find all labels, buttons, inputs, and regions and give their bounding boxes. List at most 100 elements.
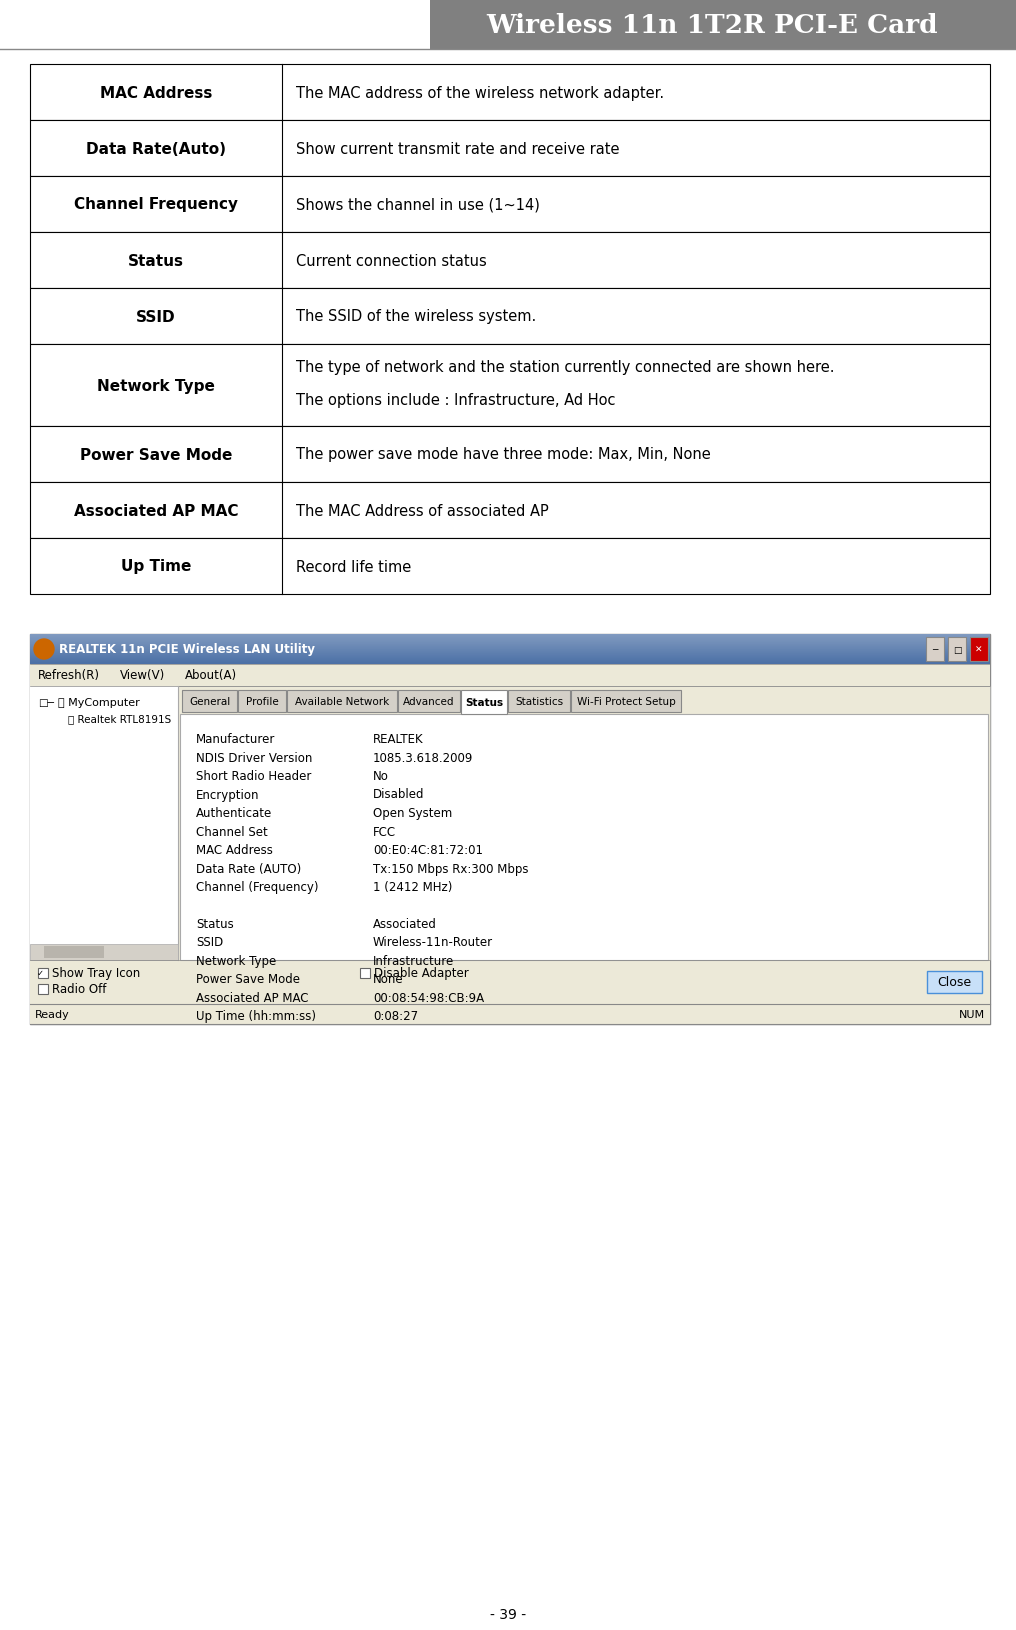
Text: SSID: SSID: [136, 310, 176, 324]
Text: Network Type: Network Type: [196, 955, 276, 968]
Text: SSID: SSID: [196, 936, 224, 949]
Bar: [398, 691, 460, 712]
Bar: [38, 985, 48, 994]
Text: About(A): About(A): [185, 668, 237, 681]
Text: ─: ─: [933, 645, 938, 654]
Bar: [238, 691, 285, 712]
Text: Show Tray Icon: Show Tray Icon: [52, 967, 140, 980]
Text: 1 (2412 MHz): 1 (2412 MHz): [373, 880, 452, 893]
Text: No: No: [373, 769, 389, 782]
Bar: [30, 65, 990, 121]
Text: View(V): View(V): [120, 668, 166, 681]
Text: Up Time: Up Time: [121, 559, 191, 574]
Bar: [970, 637, 988, 662]
Text: Up Time (hh:mm:ss): Up Time (hh:mm:ss): [196, 1011, 316, 1024]
Text: NUM: NUM: [959, 1009, 985, 1019]
Text: Wi-Fi Protect Setup: Wi-Fi Protect Setup: [577, 696, 676, 706]
Text: ✕: ✕: [975, 645, 982, 654]
Bar: [182, 691, 237, 712]
Text: 🔒 Realtek RTL8191S: 🔒 Realtek RTL8191S: [68, 714, 172, 724]
Bar: [38, 968, 48, 978]
Text: Power Save Mode: Power Save Mode: [196, 973, 300, 986]
Text: The MAC address of the wireless network adapter.: The MAC address of the wireless network …: [296, 85, 663, 101]
Bar: [30, 1004, 990, 1024]
Text: 1085.3.618.2009: 1085.3.618.2009: [373, 751, 473, 764]
Text: 0:08:27: 0:08:27: [373, 1011, 419, 1024]
Text: 00:08:54:98:CB:9A: 00:08:54:98:CB:9A: [373, 991, 485, 1004]
Text: - 39 -: - 39 -: [490, 1607, 526, 1620]
Text: The options include : Infrastructure, Ad Hoc: The options include : Infrastructure, Ad…: [296, 393, 615, 408]
Bar: [30, 960, 990, 1004]
Text: Associated AP MAC: Associated AP MAC: [73, 504, 238, 518]
Text: Infrastructure: Infrastructure: [373, 955, 454, 968]
Text: The type of network and the station currently connected are shown here.: The type of network and the station curr…: [296, 360, 834, 375]
Bar: [30, 233, 990, 289]
Bar: [178, 686, 990, 960]
Bar: [30, 346, 990, 427]
Text: Power Save Mode: Power Save Mode: [79, 447, 232, 463]
Text: Wireless 11n 1T2R PCI-E Card: Wireless 11n 1T2R PCI-E Card: [487, 13, 938, 37]
Text: Encryption: Encryption: [196, 787, 259, 800]
Text: Current connection status: Current connection status: [296, 253, 487, 269]
Bar: [30, 289, 990, 346]
Text: Show current transmit rate and receive rate: Show current transmit rate and receive r…: [296, 142, 619, 156]
Text: Open System: Open System: [373, 807, 452, 820]
Text: Channel Frequency: Channel Frequency: [74, 197, 238, 212]
Text: Tx:150 Mbps Rx:300 Mbps: Tx:150 Mbps Rx:300 Mbps: [373, 862, 528, 875]
Text: Disabled: Disabled: [373, 787, 425, 800]
Bar: [30, 686, 178, 960]
Text: General: General: [189, 696, 231, 706]
Text: Channel Set: Channel Set: [196, 825, 268, 838]
Text: Network Type: Network Type: [97, 378, 214, 393]
Text: Shows the channel in use (1~14): Shows the channel in use (1~14): [296, 197, 539, 212]
Text: □: □: [953, 645, 961, 654]
Bar: [508, 691, 570, 712]
Text: Short Radio Header: Short Radio Header: [196, 769, 311, 782]
Text: MAC Address: MAC Address: [100, 85, 212, 101]
Text: ►: ►: [166, 949, 173, 957]
Text: FCC: FCC: [373, 825, 396, 838]
Bar: [948, 637, 966, 662]
Bar: [461, 691, 507, 714]
Text: Manufacturer: Manufacturer: [196, 732, 275, 745]
Bar: [30, 634, 990, 1024]
Bar: [30, 538, 990, 595]
Text: Data Rate(Auto): Data Rate(Auto): [85, 142, 226, 156]
Text: ✓: ✓: [37, 968, 44, 976]
Text: Record life time: Record life time: [296, 559, 410, 574]
Text: Radio Off: Radio Off: [52, 983, 107, 996]
Bar: [30, 121, 990, 178]
Text: Channel (Frequency): Channel (Frequency): [196, 880, 318, 893]
Text: None: None: [373, 973, 403, 986]
Text: ◄: ◄: [35, 949, 42, 957]
Bar: [30, 178, 990, 233]
Text: Data Rate (AUTO): Data Rate (AUTO): [196, 862, 302, 875]
Text: Statistics: Statistics: [515, 696, 563, 706]
Circle shape: [34, 639, 54, 660]
Bar: [287, 691, 397, 712]
Text: Ready: Ready: [35, 1009, 70, 1019]
Bar: [30, 944, 178, 960]
Text: 🖥 MyComputer: 🖥 MyComputer: [58, 698, 140, 707]
Bar: [927, 971, 982, 993]
Bar: [30, 634, 990, 665]
Text: Close: Close: [938, 976, 971, 989]
Bar: [571, 691, 681, 712]
Text: Status: Status: [196, 918, 234, 931]
Bar: [360, 968, 370, 978]
Text: Disable Adapter: Disable Adapter: [374, 967, 468, 980]
Text: Authenticate: Authenticate: [196, 807, 272, 820]
Text: Associated: Associated: [373, 918, 437, 931]
Text: MAC Address: MAC Address: [196, 843, 273, 856]
Text: REALTEK 11n PCIE Wireless LAN Utility: REALTEK 11n PCIE Wireless LAN Utility: [59, 644, 315, 657]
Text: Status: Status: [128, 253, 184, 269]
Text: Available Network: Available Network: [295, 696, 389, 706]
Text: Profile: Profile: [246, 696, 278, 706]
Text: □─: □─: [38, 698, 54, 707]
Text: The MAC Address of associated AP: The MAC Address of associated AP: [296, 504, 549, 518]
Text: Associated AP MAC: Associated AP MAC: [196, 991, 309, 1004]
Bar: [430, 0, 1016, 51]
Text: Status: Status: [465, 698, 503, 707]
Bar: [30, 665, 990, 686]
Text: NDIS Driver Version: NDIS Driver Version: [196, 751, 312, 764]
